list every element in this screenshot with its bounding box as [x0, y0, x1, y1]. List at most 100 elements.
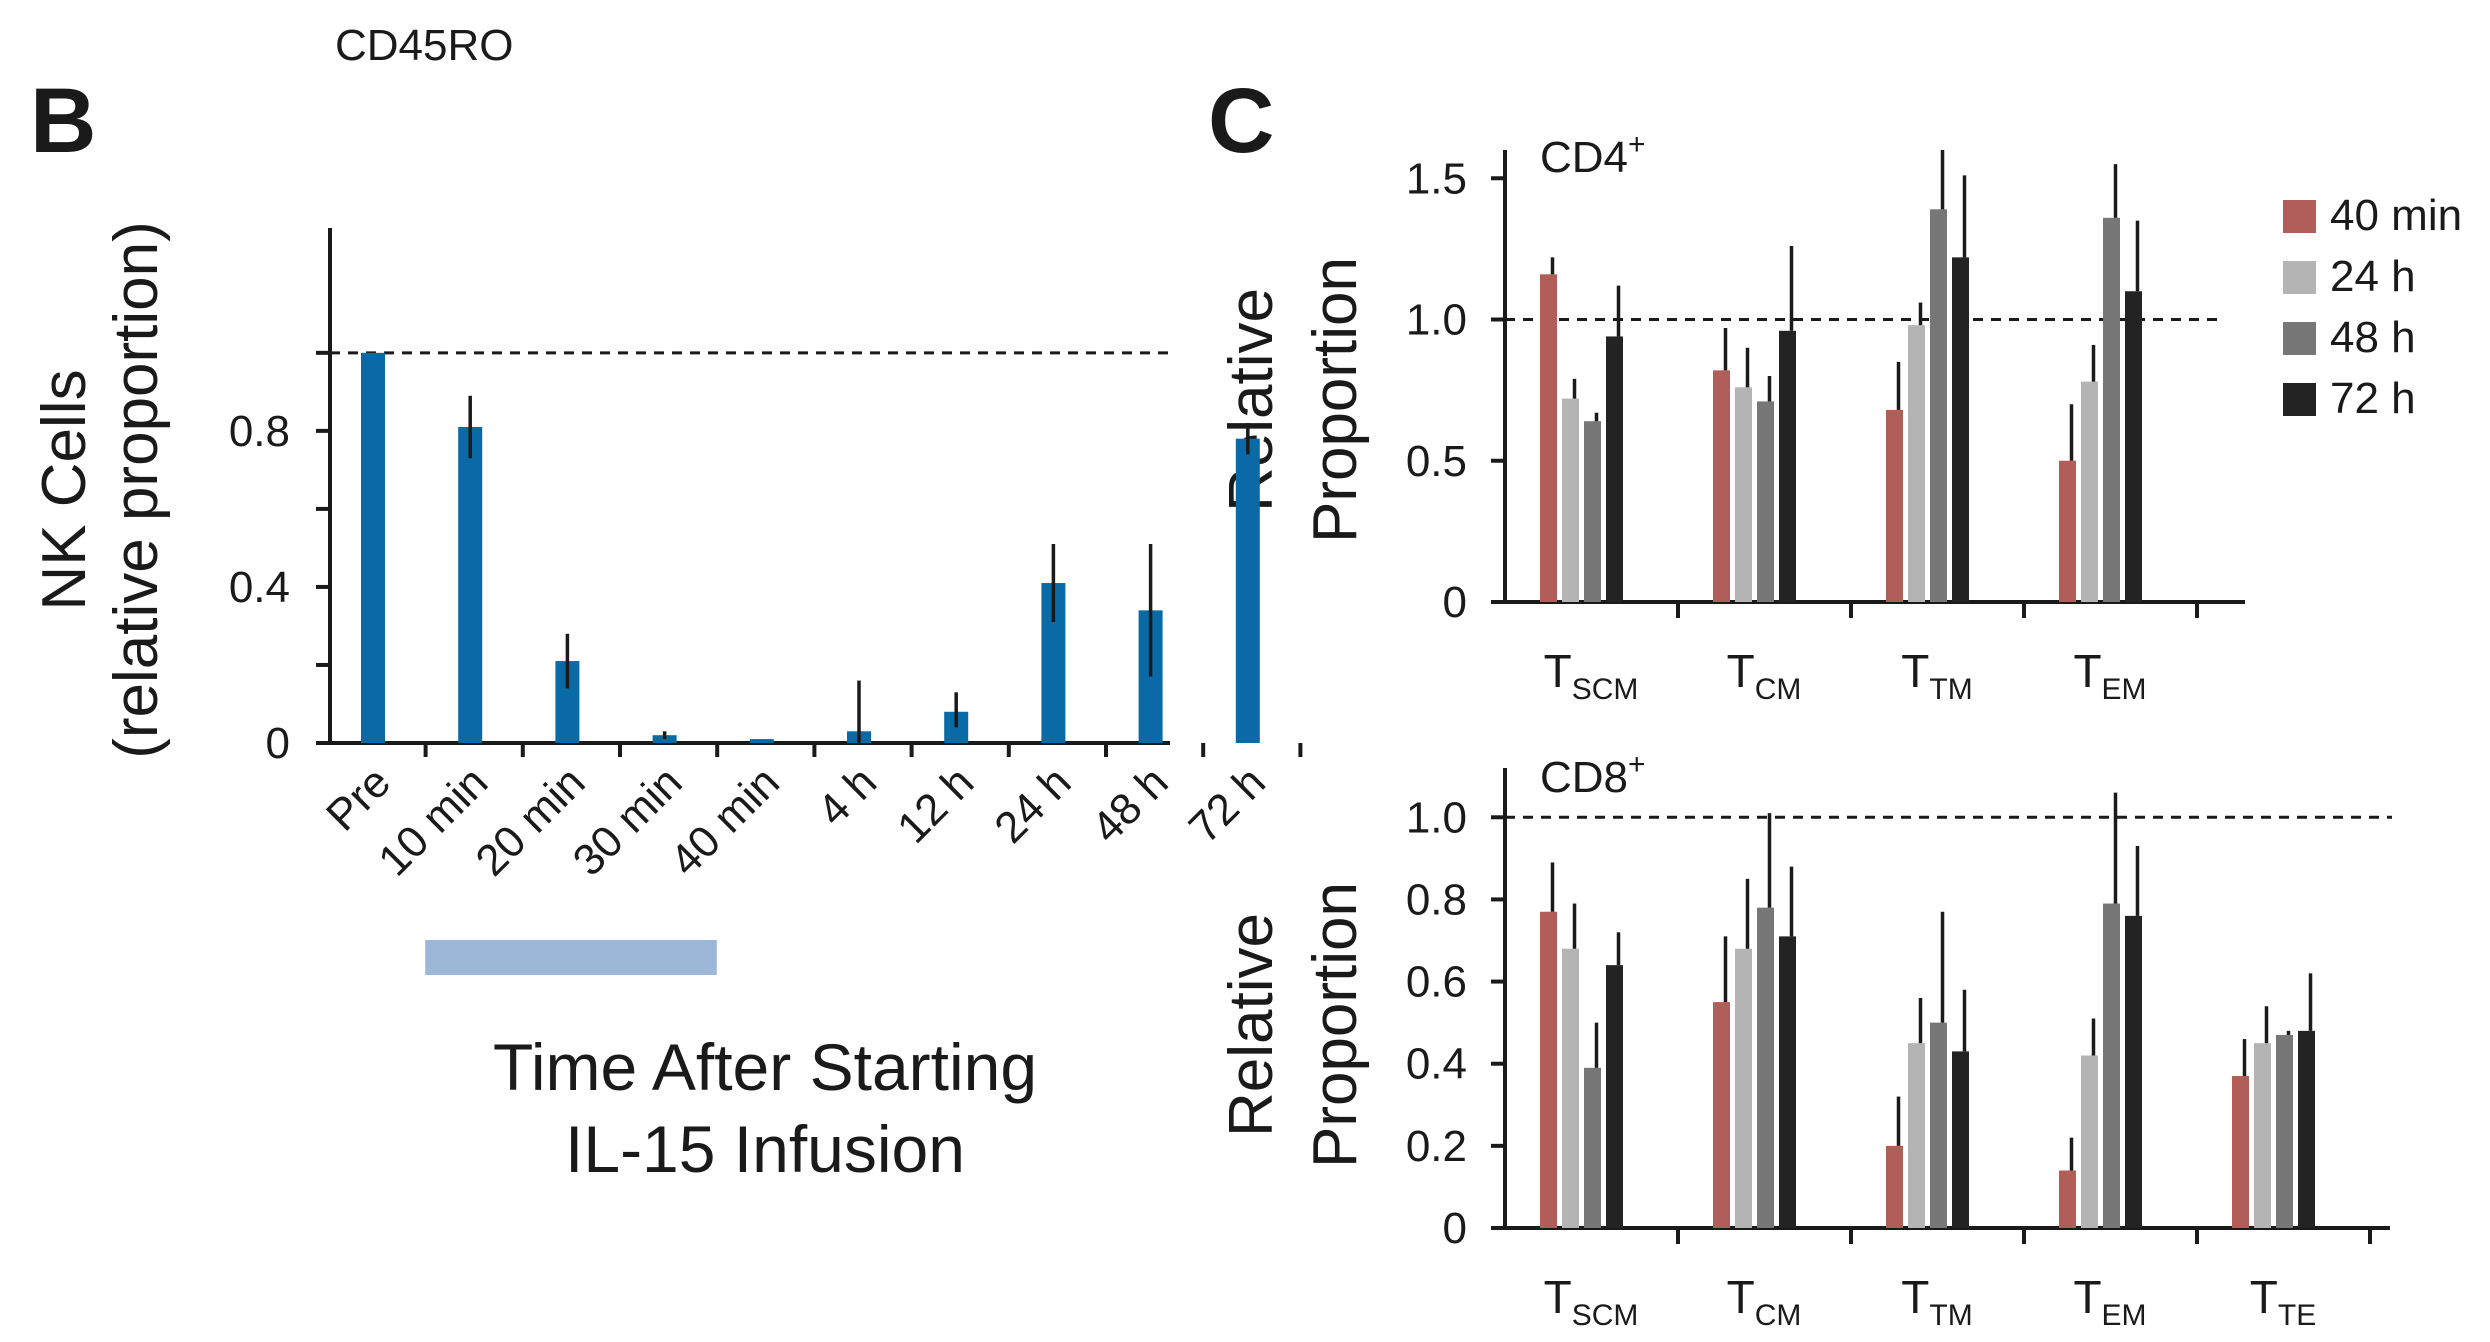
cd4-category-label: TSCM	[1544, 645, 1639, 706]
legend-label: 72 h	[2330, 374, 2416, 423]
cd8-bar	[1562, 948, 1579, 1228]
cd4-bar	[2081, 381, 2098, 602]
cd8-bar	[2059, 1170, 2076, 1228]
legend-swatch	[2283, 200, 2316, 233]
cd4-category-main: T	[1727, 645, 1755, 697]
cd4-bar	[1606, 336, 1623, 602]
panel-b-xlabel-line1: Time After Starting	[493, 1030, 1037, 1104]
cd8-bar	[1584, 1067, 1601, 1228]
panel-b-xtick-label: 30 min	[564, 757, 692, 885]
cd8-bar	[2081, 1055, 2098, 1228]
legend-swatch	[2283, 322, 2316, 355]
cd4-title: CD4+	[1540, 128, 1646, 182]
top-label: CD45RO	[335, 21, 514, 70]
cd8-bar	[1540, 911, 1557, 1228]
cd4-bar	[2059, 460, 2076, 602]
panel-b-xtick-label: 48 h	[1082, 757, 1177, 852]
cd8-category-label: TSCM	[1544, 1271, 1639, 1332]
cd8-category-label: TTE	[2250, 1271, 2316, 1332]
cd4-bar	[1713, 370, 1730, 602]
cd8-bar	[1606, 965, 1623, 1228]
cd4-bar	[2103, 217, 2120, 603]
cd8-ytick-label: 0.4	[1406, 1040, 1467, 1089]
cd8-category-label: TTM	[1901, 1271, 1972, 1332]
cd4-category-sub: TM	[1929, 673, 1972, 706]
panel-b-bar	[1235, 438, 1260, 743]
cd8-bar	[1930, 1022, 1947, 1228]
cd4-title-main: CD4	[1540, 133, 1628, 182]
cd4-ylabel-line2: Proportion	[1301, 257, 1370, 543]
cd8-category-sub: CM	[1755, 1299, 1802, 1332]
cd8-category-main: T	[1544, 1271, 1572, 1323]
cd8-ylabel: Relative Proportion	[1217, 882, 1370, 1168]
cd8-bar	[2103, 903, 2120, 1228]
cd4-ytick-label: 1.5	[1406, 154, 1467, 203]
cd8-ytick-label: 0.8	[1406, 875, 1467, 924]
cd4-category-label: TTM	[1901, 645, 1972, 706]
panel-b-xlabel-line2: IL-15 Infusion	[565, 1112, 965, 1186]
cd8-bar	[2254, 1043, 2271, 1228]
cd8-category-main: T	[2250, 1271, 2278, 1323]
cd8-category-main: T	[1901, 1271, 1929, 1323]
cd4-category-sub: CM	[1755, 673, 1802, 706]
cd4-category-main: T	[2073, 645, 2101, 697]
panel-b-ytick-label: 0.8	[229, 407, 290, 456]
cd8-title: CD8+	[1540, 748, 1646, 802]
cd8-bar	[1908, 1043, 1925, 1228]
cd4-category-label: TEM	[2073, 645, 2146, 706]
cd8-category-sub: TM	[1929, 1299, 1972, 1332]
cd4-bar	[1735, 387, 1752, 602]
panel-b-ylabel-line1: NK Cells	[30, 369, 99, 610]
cd8-title-sup: +	[1628, 748, 1646, 781]
cd4-category-main: T	[1901, 645, 1929, 697]
cd8-ytick-label: 0	[1443, 1204, 1467, 1253]
cd4-category-sub: SCM	[1572, 673, 1639, 706]
legend-label: 48 h	[2330, 313, 2416, 362]
cd4-ytick-label: 0.5	[1406, 437, 1467, 486]
cd8-bar	[1886, 1145, 1903, 1228]
cd8-bar	[1779, 936, 1796, 1228]
cd8-bar	[2232, 1076, 2249, 1228]
cd4-bar	[1757, 401, 1774, 602]
cd8-bar	[1757, 907, 1774, 1228]
cd8-bar	[1735, 948, 1752, 1228]
panel-b-ytick-label: 0	[266, 719, 290, 768]
panel-letter-c: C	[1208, 70, 1274, 172]
cd8-ytick-label: 1.0	[1406, 793, 1467, 842]
cd8-ylabel-line1: Relative	[1217, 913, 1286, 1137]
panel-b-xtick-label: Pre	[317, 757, 400, 840]
panel-b-bar	[458, 426, 483, 743]
cd8-bar	[2298, 1030, 2315, 1228]
cd8-title-main: CD8	[1540, 753, 1628, 802]
cd8-bar	[2125, 915, 2142, 1228]
panel-b-xtick-label: 40 min	[661, 757, 789, 885]
panel-b-ytick-label: 0.4	[229, 563, 290, 612]
cd4-category-label: TCM	[1727, 645, 1802, 706]
panel-b-xtick-label: 4 h	[808, 757, 886, 835]
cd8-category-main: T	[1727, 1271, 1755, 1323]
cd4-bar	[1908, 325, 1925, 602]
cd4-ytick-label: 0	[1443, 578, 1467, 627]
cd8-category-sub: EM	[2102, 1299, 2147, 1332]
panel-b-xtick-label: 10 min	[369, 757, 497, 885]
cd4-bar	[1886, 409, 1903, 602]
cd8-category-main: T	[2073, 1271, 2101, 1323]
cd8-category-label: TEM	[2073, 1271, 2146, 1332]
cd8-ytick-label: 0.6	[1406, 958, 1467, 1007]
cd8-bar	[1713, 1002, 1730, 1228]
legend-label: 40 min	[2330, 191, 2462, 240]
cd8-bar	[2276, 1034, 2293, 1228]
cd4-category-main: T	[1544, 645, 1572, 697]
cd8-category-sub: TE	[2278, 1299, 2316, 1332]
cd4-bar	[1540, 274, 1557, 602]
panel-letter-b: B	[30, 70, 96, 172]
panel-b-ylabel-line2: (relative proportion)	[102, 221, 171, 759]
cd4-bar	[1584, 421, 1601, 602]
cd8-bar	[1952, 1051, 1969, 1228]
cd4-bar	[1930, 209, 1947, 602]
panel-b-bar	[361, 352, 385, 743]
legend: 40 min 24 h 48 h 72 h	[2283, 191, 2462, 423]
